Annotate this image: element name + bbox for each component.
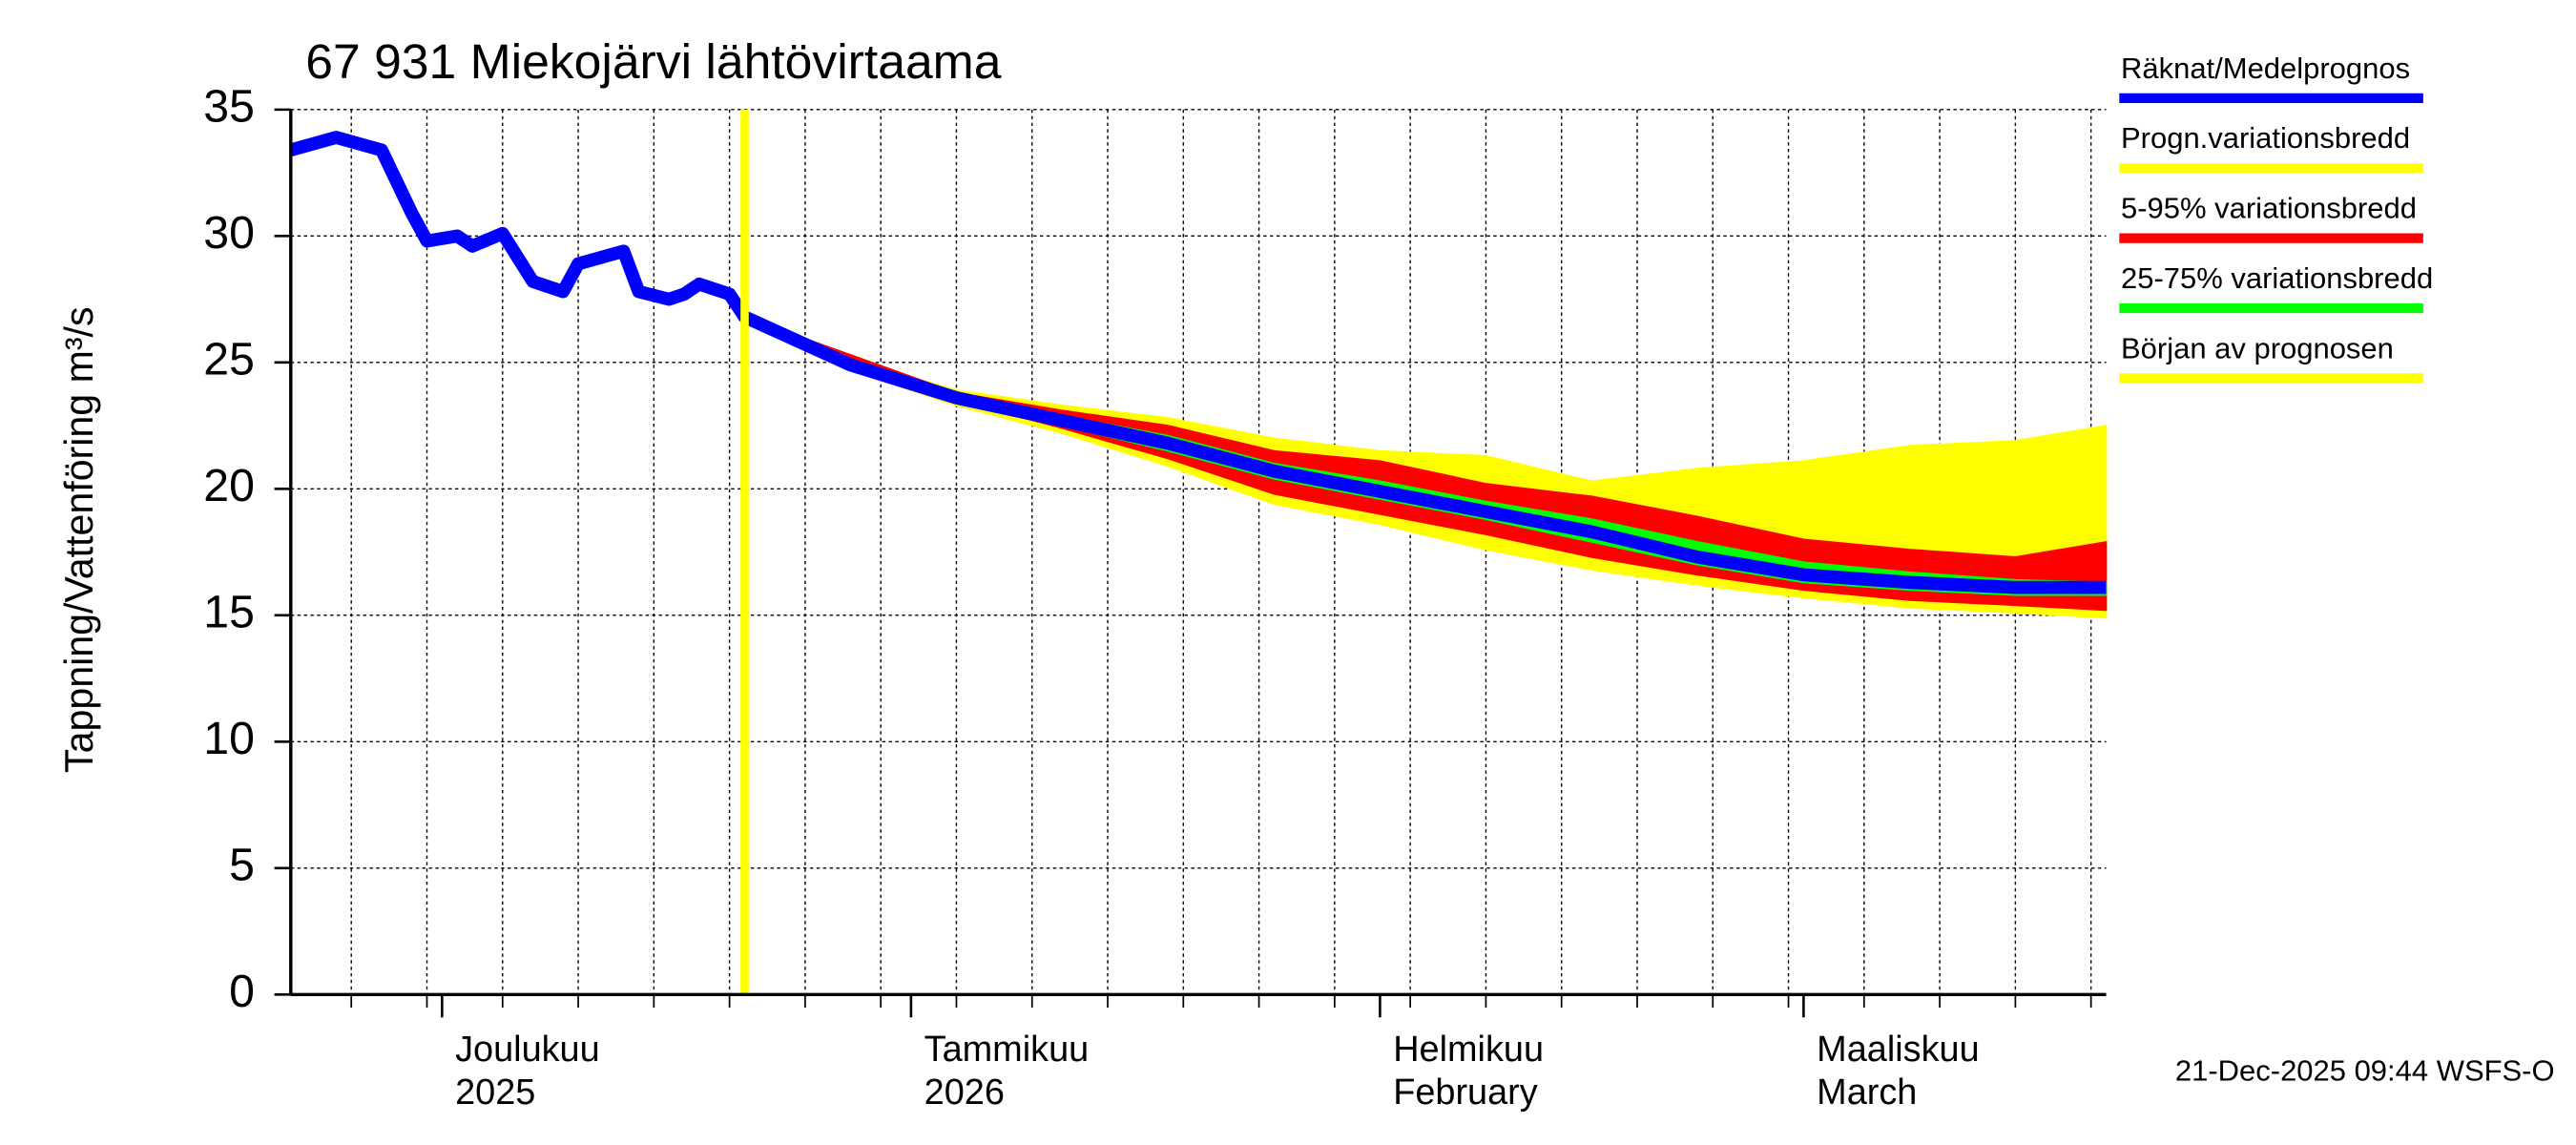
y-tick-label: 20 (203, 460, 255, 511)
x-tick-label: Joulukuu (455, 1030, 600, 1070)
legend-label: Början av prognosen (2121, 331, 2394, 364)
y-tick-label: 0 (229, 966, 255, 1017)
x-tick-sublabel: 2026 (924, 1072, 1005, 1113)
legend-label: Progn.variationsbredd (2121, 121, 2410, 155)
x-tick-sublabel: March (1817, 1072, 1917, 1113)
footer: 21-Dec-2025 09:44 WSFS-O (2175, 1054, 2555, 1088)
y-tick-label: 10 (203, 713, 255, 764)
y-tick-label: 25 (203, 334, 255, 385)
x-tick-label: Helmikuu (1393, 1030, 1544, 1070)
y-tick-label: 30 (203, 207, 255, 259)
x-tick-label: Maaliskuu (1817, 1030, 1979, 1070)
y-axis-label: Tappning/Vattenföring m³/s (57, 306, 101, 772)
variation-band (744, 316, 2108, 612)
legend-label: Räknat/Medelprognos (2121, 52, 2410, 85)
x-tick-sublabel: February (1393, 1072, 1538, 1113)
x-tick-sublabel: 2025 (455, 1072, 535, 1113)
legend-label: 5-95% variationsbredd (2121, 192, 2417, 225)
y-tick-label: 5 (229, 840, 255, 891)
flow-line (288, 131, 2107, 594)
y-tick-label: 15 (203, 587, 255, 638)
y-tick-label: 35 (203, 81, 255, 133)
legend-label: 25-75% variationsbredd (2121, 261, 2433, 295)
x-tick-label: Tammikuu (924, 1030, 1090, 1070)
chart-title: 67 931 Miekojärvi lähtövirtaama (305, 33, 1001, 89)
